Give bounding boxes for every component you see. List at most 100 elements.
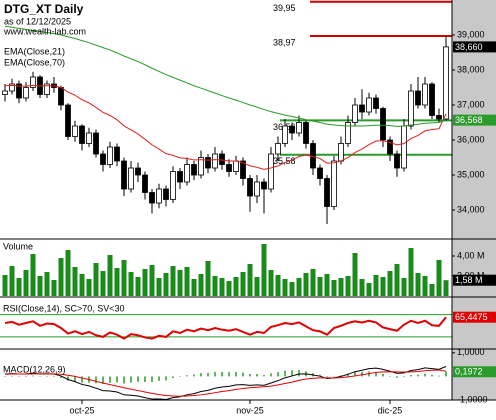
x-tick-label: dic-25 [378, 405, 403, 415]
bar [184, 267, 190, 296]
histogram-bar [130, 376, 132, 383]
bar [9, 266, 15, 296]
candle-body [9, 83, 15, 92]
histogram-bar [172, 376, 174, 379]
candle-body [289, 125, 295, 134]
legend-entry: EMA(Close,70) [4, 57, 65, 67]
candle-body [247, 178, 253, 197]
histogram-bar [403, 376, 405, 378]
subtitle: as of 12/12/2025 [4, 16, 71, 26]
last-value-label: 1,58 M [455, 275, 483, 285]
bar [93, 263, 99, 296]
candle-body [2, 90, 8, 95]
bar [156, 278, 162, 296]
histogram-bar [221, 371, 223, 377]
histogram-bar [354, 372, 356, 377]
x-tick-label: nov-25 [236, 405, 264, 415]
bar [79, 274, 85, 296]
candle-body [282, 125, 288, 144]
histogram-bar [4, 376, 6, 377]
candle-body [121, 160, 127, 190]
histogram-bar [137, 376, 139, 382]
candle-body [149, 192, 155, 204]
candle-body [23, 87, 29, 99]
panel-title: Volume [3, 241, 33, 251]
histogram-bar [109, 376, 111, 383]
histogram-bar [81, 376, 83, 383]
bar [429, 284, 435, 296]
histogram-bar [424, 373, 426, 377]
bar [366, 283, 372, 296]
candle-body [107, 146, 113, 165]
histogram-bar [144, 376, 146, 383]
bar [37, 276, 43, 296]
bar [65, 250, 71, 296]
candle-body [352, 104, 358, 123]
x-tick-label: oct-25 [69, 405, 94, 415]
candle-body [401, 125, 407, 169]
candle-body [72, 125, 78, 137]
bar [72, 267, 78, 296]
line [4, 316, 447, 340]
candle-body [254, 181, 260, 197]
bar [107, 255, 113, 296]
candle-body [79, 125, 85, 144]
bar [324, 274, 330, 296]
candle-body [366, 97, 372, 113]
bar [16, 278, 22, 296]
candle-body [142, 174, 148, 193]
legend-entry: EMA(Close,21) [4, 46, 65, 56]
candle-body [303, 122, 309, 144]
bar [170, 266, 176, 296]
bar [212, 276, 218, 296]
candle-body [135, 167, 141, 176]
bar [198, 274, 204, 296]
y-tick-label: 36,000 [457, 134, 485, 144]
histogram-bar [431, 374, 433, 377]
candle-body [296, 122, 302, 134]
y-tick-label: 35,000 [457, 169, 485, 179]
histogram-bar [417, 374, 419, 377]
histogram-bar [438, 375, 440, 377]
y-tick-label: -1,0000 [457, 394, 488, 404]
histogram-bar [32, 375, 34, 377]
bar [261, 244, 267, 296]
histogram-bar [53, 376, 55, 377]
bar [436, 260, 442, 296]
candle-body [324, 178, 330, 207]
histogram-bar [263, 375, 265, 377]
candle-body [156, 188, 162, 204]
candle-body [373, 97, 379, 109]
histogram-bar [165, 376, 167, 381]
bar [219, 278, 225, 296]
bar [114, 268, 120, 296]
bar [149, 265, 155, 296]
line [4, 366, 447, 400]
histogram-bar [116, 376, 118, 383]
histogram-bar [95, 376, 97, 384]
last-value-box [453, 274, 496, 286]
candle-body [331, 160, 337, 207]
histogram-bar [186, 375, 188, 377]
bar [30, 254, 36, 296]
histogram-bar [270, 373, 272, 377]
last-value-label: 36,568 [455, 115, 483, 125]
candle-body [184, 164, 190, 183]
level-label: 39,95 [273, 3, 296, 13]
candle-body [429, 83, 435, 116]
bar [2, 275, 8, 296]
bar [58, 258, 64, 296]
chart-title: DTG_XT Daily [4, 2, 84, 16]
y-tick-label: 1,0000 [457, 347, 485, 357]
last-value-box [453, 41, 496, 53]
histogram-bar [179, 376, 181, 377]
histogram-bar [277, 372, 279, 377]
last-value-label: 0,1972 [455, 367, 483, 377]
line [4, 369, 447, 397]
bar [142, 269, 148, 296]
bar [289, 282, 295, 296]
histogram-bar [333, 376, 335, 377]
candle-body [86, 132, 92, 144]
